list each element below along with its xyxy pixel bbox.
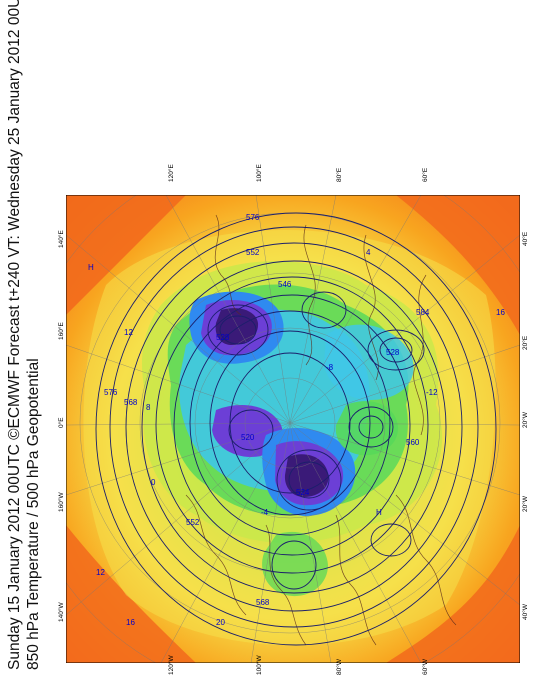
cool-lobe-east [335, 401, 399, 456]
contour-label: 568 [256, 598, 270, 607]
lon-label-top-60e: 60°E [422, 167, 429, 182]
warm-region-nw [66, 195, 186, 315]
forecast-subtitle: 850 hPa Temperature / 500 hPa Geopotenti… [25, 358, 42, 670]
lon-label-right-20w-a: 20°W [522, 412, 529, 428]
contour-label: 584 [416, 308, 430, 317]
contour-label: 528 [216, 333, 230, 342]
contour-label: 560 [406, 438, 420, 447]
lon-label-right-20w-b: 20°W [522, 496, 529, 512]
cold-lobe-east [324, 324, 414, 400]
contour-label: 16 [496, 308, 505, 317]
contour-label: 4 [366, 248, 371, 257]
geopotential-contours [95, 212, 497, 646]
extreme-cold-core-south [284, 454, 329, 497]
contour-label: 8 [146, 403, 151, 412]
contour-label: 576 [104, 388, 118, 397]
high-marker: H [88, 263, 94, 272]
contour-label: 12 [124, 328, 133, 337]
lon-label-right-40e: 40°E [522, 231, 529, 246]
contour-label: 576 [246, 213, 260, 222]
lon-label-right-40w: 40°W [522, 604, 529, 620]
lon-label-top-120e: 120°E [168, 164, 175, 182]
warm-region-se [386, 525, 520, 663]
lon-label-top-80e: 80°E [336, 167, 343, 182]
graticule [66, 195, 520, 663]
contour-label: 524 [296, 488, 310, 497]
contour-label: 20 [216, 618, 225, 627]
contour-label: 552 [186, 518, 200, 527]
contour-label: 568 [124, 398, 138, 407]
contour-label: 16 [126, 618, 135, 627]
contour-label: 520 [241, 433, 255, 442]
contour-label-group: 576 568 552 546 528 524 520 528 552 560 … [96, 213, 505, 627]
contour-label: 12 [96, 568, 105, 577]
forecast-title: Sunday 15 January 2012 00UTC ©ECMWF Fore… [6, 0, 23, 670]
contour-label: -4 [261, 508, 269, 517]
contour-label: -12 [426, 388, 438, 397]
contour-label: 546 [278, 280, 292, 289]
contour-label: 528 [386, 348, 400, 357]
warm-region-ne [396, 195, 520, 335]
contour-label: -8 [326, 363, 334, 372]
title-block: Sunday 15 January 2012 00UTC ©ECMWF Fore… [0, 0, 60, 682]
lon-label-right-20e: 20°E [522, 335, 529, 350]
contour-label: 0 [151, 478, 156, 487]
lon-label-top-100e: 100°E [256, 164, 263, 182]
high-marker: H [376, 508, 382, 517]
polar-forecast-map: 576 568 552 546 528 524 520 528 552 560 … [66, 195, 520, 663]
contour-label: 552 [246, 248, 260, 257]
warm-region-sw [66, 525, 196, 663]
